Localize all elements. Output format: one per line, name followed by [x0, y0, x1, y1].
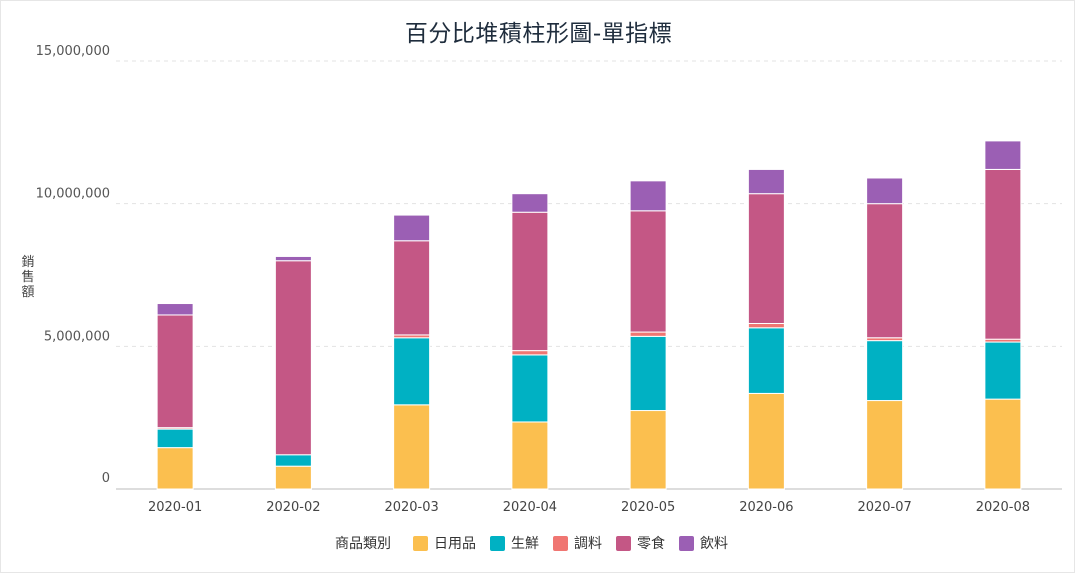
bar-segment [629, 410, 667, 490]
legend-title: 商品類別 [335, 536, 391, 552]
y-tick-label: 10,000,000 [36, 187, 110, 202]
bar-segment [984, 168, 1022, 340]
x-tick-label: 2020-04 [503, 500, 557, 515]
bar-segment [747, 323, 785, 329]
chart-title: 百分比堆積柱形圖-單指標 [404, 21, 673, 47]
x-tick-label: 2020-07 [857, 500, 911, 515]
bar-segment [984, 341, 1022, 400]
bar-segment [866, 400, 904, 490]
x-tick-label: 2020-03 [384, 500, 438, 515]
bar-segment [747, 392, 785, 490]
bar-segment [393, 337, 431, 406]
bar-segment [747, 327, 785, 394]
bar-segment [156, 428, 194, 449]
legend-item[interactable]: 日用品 [413, 533, 476, 553]
bar-segment [274, 255, 312, 262]
legend-label: 零食 [637, 536, 665, 552]
legend-item[interactable]: 生鮮 [490, 533, 539, 553]
bar-segment [629, 210, 667, 333]
legend-swatch [413, 535, 428, 551]
legend-label: 生鮮 [511, 536, 539, 552]
bar-segment [511, 211, 549, 352]
x-tick-label: 2020-06 [739, 500, 793, 515]
bar-segment [156, 314, 194, 429]
legend-label: 飲料 [700, 536, 728, 552]
legend-item[interactable]: 調料 [553, 533, 602, 553]
legend-swatch [490, 535, 505, 551]
bar-segment [629, 331, 667, 337]
bar-segment [393, 404, 431, 490]
legend-swatch [553, 535, 568, 551]
y-tick-label: 5,000,000 [44, 329, 110, 344]
bar-segment [629, 180, 667, 212]
legend-label: 調料 [574, 536, 602, 552]
legend-swatch [679, 535, 694, 551]
legend: 商品類別 日用品 生鮮 調料 零食 飲料 [0, 533, 1077, 553]
bar-segment [156, 303, 194, 316]
bar-segment [274, 260, 312, 456]
bar-segment [511, 354, 549, 423]
bar-segment [511, 193, 549, 213]
bar-segment [274, 454, 312, 467]
x-tick-label: 2020-08 [976, 500, 1030, 515]
y-tick-label: 0 [102, 471, 110, 486]
legend-swatch [616, 535, 631, 551]
bar-segment [984, 140, 1022, 170]
bar-segment [747, 168, 785, 195]
bar-segment [393, 214, 431, 242]
legend-item[interactable]: 零食 [616, 533, 665, 553]
x-tick-label: 2020-02 [266, 500, 320, 515]
bar-segment [747, 193, 785, 325]
bar-segment [393, 240, 431, 336]
bar-segment [156, 447, 194, 490]
legend-item[interactable]: 飲料 [679, 533, 728, 553]
y-axis-label: 銷售額 [21, 255, 35, 300]
bar-segment [866, 203, 904, 339]
bar-segment [984, 398, 1022, 490]
bar-segment [274, 465, 312, 490]
x-tick-label: 2020-05 [621, 500, 675, 515]
legend-label: 日用品 [434, 536, 476, 552]
bar-segment [866, 340, 904, 402]
x-tick-label: 2020-01 [148, 500, 202, 515]
y-tick-label: 15,000,000 [36, 44, 110, 59]
bar-segment [511, 350, 549, 356]
bar-segment [629, 335, 667, 412]
bar-segment [511, 421, 549, 490]
bar-segment [866, 177, 904, 205]
